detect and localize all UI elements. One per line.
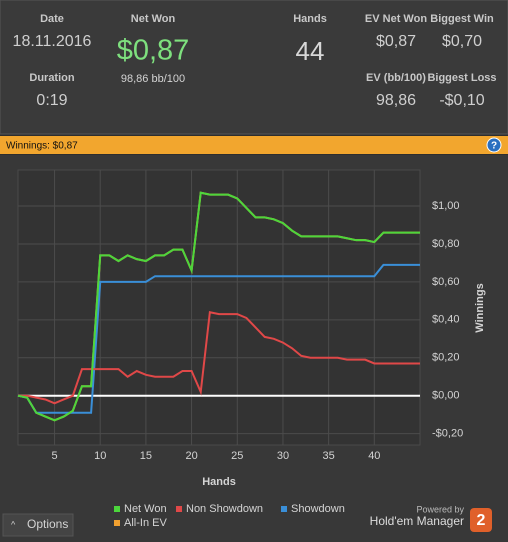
stat-label: Duration xyxy=(29,72,75,84)
options-caret: ^ xyxy=(11,519,16,529)
y-tick-label: -$0,20 xyxy=(432,428,463,440)
stat-label: EV (bb/100) xyxy=(366,72,426,84)
powered-by: Powered by xyxy=(416,504,464,514)
banner-text: Winnings: $0,87 xyxy=(6,141,78,152)
y-tick-label: $0,60 xyxy=(432,276,460,288)
y-tick-label: $1,00 xyxy=(432,200,460,212)
stat-label: EV Net Won xyxy=(365,13,427,25)
x-tick-label: 40 xyxy=(368,450,380,462)
x-tick-label: 20 xyxy=(185,450,197,462)
x-tick-label: 5 xyxy=(51,450,57,462)
legend-swatch xyxy=(176,506,182,512)
stat-value: $0,87 xyxy=(376,33,416,50)
stat-value: 98,86 xyxy=(376,92,416,109)
stat-label: Biggest Win xyxy=(430,13,494,25)
banner xyxy=(0,136,508,154)
stat-label: Hands xyxy=(293,13,327,25)
legend-swatch xyxy=(281,506,287,512)
x-tick-label: 10 xyxy=(94,450,106,462)
legend-label: Showdown xyxy=(291,503,345,515)
help-icon-glyph: ? xyxy=(491,141,497,152)
plot: -$0,20 $0,00 $0,20 $0,40 $0,60 $0,80 $1,00 5 10 1… xyxy=(17,170,463,462)
x-tick-label: 30 xyxy=(277,450,289,462)
stat-value: 44 xyxy=(296,36,325,66)
brand-logo xyxy=(470,508,492,532)
brand: Hold'em Manager xyxy=(370,514,464,528)
y-tick-label: $0,00 xyxy=(432,390,460,402)
x-tick-label: 25 xyxy=(231,450,243,462)
series-line xyxy=(17,263,420,414)
legend-label: Non Showdown xyxy=(186,503,263,515)
legend-label: All-In EV xyxy=(124,517,167,529)
legend-swatch xyxy=(114,520,120,526)
help-icon[interactable] xyxy=(486,137,502,153)
y-tick-label: $0,20 xyxy=(432,352,460,364)
series-line xyxy=(18,311,420,405)
stats-panel xyxy=(0,0,508,135)
stat-value: -$0,10 xyxy=(439,92,484,109)
options-button[interactable] xyxy=(2,513,74,537)
series-line xyxy=(17,191,420,422)
stat-label: Biggest Loss xyxy=(427,72,496,84)
plot-area xyxy=(17,169,421,446)
options-label: Options xyxy=(27,517,68,531)
y-tick-label: $0,80 xyxy=(432,238,460,250)
legend: Net Won Non Showdown Showdown All-In EV xyxy=(114,503,345,529)
stat-value: 18.11.2016 xyxy=(13,33,92,50)
legend-label: Net Won xyxy=(124,503,167,515)
x-tick-label: 35 xyxy=(323,450,335,462)
stat-value: $0,70 xyxy=(442,33,482,50)
stat-label: Net Won xyxy=(131,13,176,25)
stat-sub: 98,86 bb/100 xyxy=(121,73,185,85)
brand-logo-text: 2 xyxy=(477,512,486,529)
y-axis-label: Winnings xyxy=(474,283,486,332)
stat-value: $0,87 xyxy=(117,35,190,67)
stat-label: Date xyxy=(40,13,64,25)
y-tick-label: $0,40 xyxy=(432,314,460,326)
legend-swatch xyxy=(114,506,120,512)
x-tick-label: 15 xyxy=(140,450,152,462)
x-axis-label: Hands xyxy=(202,476,236,488)
stat-value: 0:19 xyxy=(36,92,67,109)
